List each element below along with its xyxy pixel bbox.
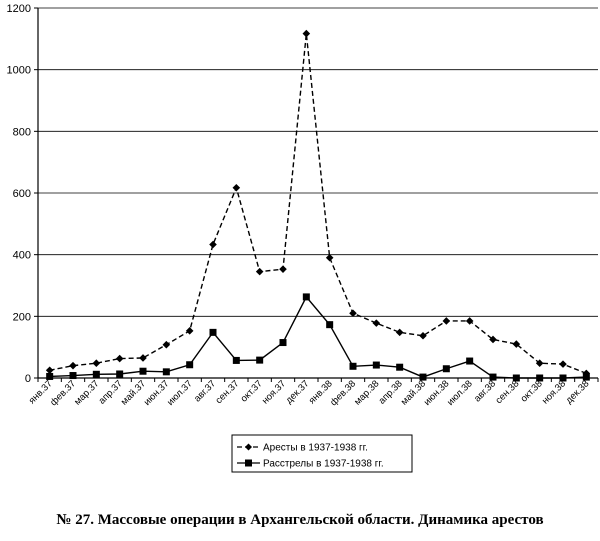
data-point-diamond: [442, 317, 451, 325]
legend-arrests-marker: [245, 443, 252, 451]
data-point-diamond: [349, 309, 357, 318]
data-point-diamond: [302, 29, 311, 38]
data-point-diamond: [232, 183, 241, 192]
data-point-diamond: [255, 267, 264, 276]
data-point-square: [279, 339, 287, 347]
data-point-diamond: [419, 331, 427, 340]
x-tick-label: ноя.38: [540, 378, 568, 406]
data-point-square: [92, 370, 100, 378]
data-point-square: [46, 372, 54, 380]
chart: 0 200 400 600 800 1000 1200 янв.37фев.37мар.37…: [7, 3, 599, 473]
legend: Аресты в 1937-1938 гг. Расстрелы в 1937-…: [231, 434, 413, 473]
data-point-square: [69, 372, 77, 380]
data-point-diamond: [465, 317, 474, 325]
y-tick-label: 800: [13, 126, 31, 138]
series-arrests: [45, 29, 591, 378]
data-point-diamond: [115, 354, 124, 363]
y-tick-label: 1000: [7, 65, 31, 77]
data-point-diamond: [395, 328, 404, 337]
legend-arrests-label: Аресты в 1937-1938 гг.: [263, 443, 368, 454]
data-point-square: [536, 374, 544, 382]
data-point-square: [419, 373, 427, 381]
data-point-diamond: [139, 354, 147, 362]
legend-box: [231, 434, 413, 473]
x-tick-label: дек.38: [564, 378, 592, 406]
data-point-diamond: [489, 335, 497, 344]
legend-executions-marker: [245, 459, 252, 467]
data-point-square: [489, 373, 497, 381]
x-tick-label: июл.38: [445, 378, 475, 408]
data-point-diamond: [512, 340, 521, 348]
data-point-square: [256, 356, 264, 364]
data-point-diamond: [325, 253, 334, 262]
data-point-square: [512, 374, 520, 382]
data-point-square: [442, 365, 450, 373]
x-tick-label: сен.38: [494, 378, 522, 406]
data-point-diamond: [69, 361, 77, 370]
legend-item-executions: Расстрелы в 1937-1938 гг.: [237, 459, 384, 470]
y-tick-label: 400: [13, 250, 31, 262]
data-point-square: [116, 370, 124, 378]
data-point-diamond: [92, 359, 101, 367]
data-point-square: [186, 361, 194, 369]
y-tick-label: 600: [13, 188, 31, 200]
grid-lines: [38, 7, 598, 317]
data-point-square: [396, 363, 404, 371]
x-tick-label: дек.37: [284, 378, 312, 406]
data-point-diamond: [535, 359, 544, 367]
data-point-square: [209, 328, 217, 336]
data-point-square: [232, 356, 240, 364]
series-lines: [45, 29, 591, 382]
data-point-diamond: [185, 327, 194, 335]
y-tick-label: 1200: [7, 3, 31, 15]
legend-item-arrests: Аресты в 1937-1938 гг.: [237, 443, 368, 454]
x-tick-label: фев.38: [328, 378, 358, 408]
data-point-diamond: [209, 240, 217, 249]
y-tick-label: 200: [13, 311, 31, 323]
data-point-diamond: [559, 360, 567, 368]
x-tick-label: мар.38: [352, 378, 381, 407]
data-point-diamond: [45, 366, 54, 375]
data-point-square: [349, 362, 357, 370]
series-executions: [46, 293, 590, 382]
data-point-diamond: [279, 265, 287, 273]
data-point-square: [326, 321, 334, 329]
data-point-square: [466, 357, 474, 365]
data-point-square: [139, 367, 147, 375]
data-point-square: [302, 293, 310, 301]
data-point-square: [559, 374, 567, 382]
data-point-square: [582, 373, 590, 381]
x-tick-label: ноя.37: [260, 378, 288, 406]
legend-executions-label: Расстрелы в 1937-1938 гг.: [263, 459, 384, 470]
x-tick-label: фев.37: [48, 378, 78, 408]
y-tick-label: 0: [25, 373, 31, 385]
x-tick-label: сен.37: [214, 378, 242, 406]
figure-caption: № 27. Массовые операции в Архангельской …: [56, 512, 544, 528]
x-tick-label: мар.37: [72, 378, 101, 407]
x-tick-labels: янв.37фев.37мар.37апр.37май.37июн.37июл.…: [27, 378, 592, 408]
series-line: [49, 295, 587, 379]
x-tick-label: июл.37: [165, 378, 195, 408]
data-point-diamond: [162, 340, 171, 349]
data-point-diamond: [372, 319, 381, 327]
y-tick-labels: 0 200 400 600 800 1000 1200: [7, 3, 31, 385]
data-point-square: [162, 368, 170, 376]
axes: [34, 7, 599, 382]
data-point-square: [372, 361, 380, 369]
series-line: [49, 33, 587, 375]
